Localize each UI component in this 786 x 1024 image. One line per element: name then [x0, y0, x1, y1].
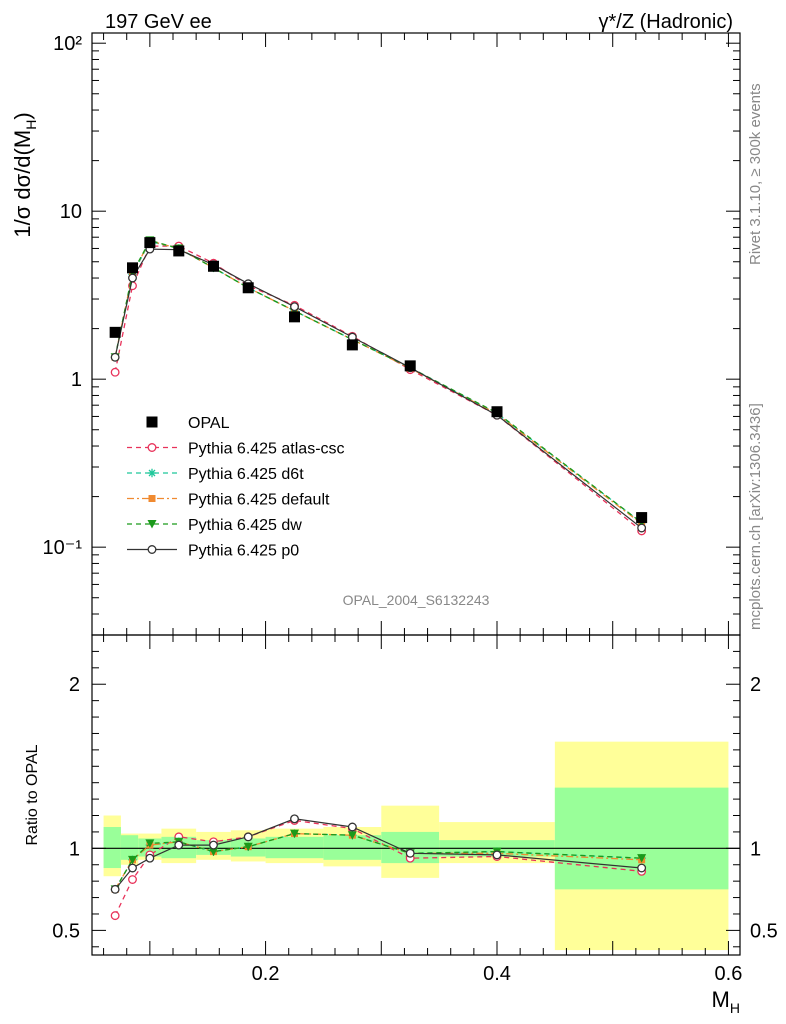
ratio-point-p0 [347, 822, 357, 832]
legend-marker-dw [147, 520, 157, 529]
analysis-id-label: OPAL_2004_S6132243 [343, 592, 490, 608]
legend-marker-d6t [147, 468, 157, 478]
legend-item-default: Pythia 6.425 default [127, 492, 330, 509]
series-line-atlas_csc [114, 245, 643, 532]
ratio-point-p0 [128, 863, 137, 873]
data-point-p0 [637, 523, 647, 533]
series-dw [110, 236, 647, 528]
ratio-point-dw [347, 831, 357, 840]
ratio-point-dw [243, 842, 253, 852]
ratio-point-p0 [209, 840, 218, 850]
mcplots-label: mcplots.cern.ch [arXiv:1306.3436] [747, 403, 764, 630]
data-point-OPAL [289, 311, 300, 323]
data-point-OPAL [346, 339, 358, 351]
ratio-y-tick-label: 0.5 [52, 920, 80, 942]
x-axis-label: MH [712, 987, 740, 1016]
ratio-point-dw [128, 855, 137, 865]
ratio-point-p0 [492, 850, 502, 860]
legend-marker-p0 [147, 545, 157, 554]
x-tick-label: 0.2 [252, 963, 280, 985]
ratio-point-p0 [243, 832, 253, 842]
data-point-OPAL [208, 260, 219, 272]
series-p0 [110, 244, 647, 533]
ratio-point-dw [637, 854, 647, 863]
legend-label: Pythia 6.425 default [188, 492, 330, 509]
series-line-p0 [114, 248, 642, 529]
ratio-y-tick-label-right: 2 [750, 674, 761, 696]
y-tick-label: 1 [71, 369, 82, 391]
rivet-version-label: Rivet 3.1.10, ≥ 300k events [747, 83, 764, 265]
y-tick-label: 10² [53, 33, 82, 55]
legend-item-dw: Pythia 6.425 dw [127, 517, 302, 534]
ratio-point-p0 [405, 848, 415, 858]
x-tick-label: 0.4 [483, 963, 511, 985]
x-tick-label: 0.6 [715, 963, 743, 985]
ratio-point-dw [209, 847, 218, 857]
main-y-axis-label: 1/σ dσ/d(MH) [10, 112, 39, 237]
ratio-line-default [114, 832, 642, 890]
ratio-point-p0 [145, 853, 155, 863]
data-point-p0 [128, 273, 137, 283]
ratio-panel: 0.5 0.5 1 1 2 2 0.2 0.4 0.6 Ratio to OPAL MH [24, 634, 778, 1016]
ratio-series-p0 [110, 814, 647, 894]
ratio-point-p0 [174, 840, 184, 850]
data-point-OPAL [636, 512, 648, 524]
ratio-y-tick-label-right: 0.5 [750, 920, 778, 942]
legend-marker-default [148, 495, 156, 502]
legend-item-OPAL: OPAL [146, 415, 230, 432]
y-tick-label: 10 [60, 201, 82, 223]
legend-item-atlas_csc: Pythia 6.425 atlas-csc [127, 441, 345, 458]
legend-label: Pythia 6.425 p0 [188, 543, 299, 560]
ratio-point-atlas_csc [128, 875, 137, 884]
data-point-p0 [110, 352, 120, 362]
legend-item-p0: Pythia 6.425 p0 [127, 543, 299, 560]
ratio-point-dw [290, 829, 299, 839]
data-point-OPAL [404, 360, 416, 372]
ratio-point-p0 [637, 863, 647, 873]
series-default [111, 237, 646, 528]
uncertainty-band-inner [265, 836, 324, 859]
uncertainty-band-inner [120, 835, 139, 860]
data-point-p0 [290, 302, 299, 312]
data-point-OPAL [144, 237, 156, 249]
data-point-OPAL [242, 282, 254, 294]
legend-label: OPAL [188, 415, 230, 432]
data-point-OPAL [491, 406, 503, 418]
ratio-point-dw [145, 839, 155, 848]
uncertainty-band-inner [103, 827, 121, 869]
data-point-OPAL [173, 245, 185, 257]
main-panel: 10⁻¹ 1 10 10² OPAL_2004_S6132243 1/σ dσ/d(M… [10, 32, 741, 636]
ratio-frame [91, 634, 741, 956]
data-point-OPAL [109, 326, 121, 338]
series-line-dw [114, 239, 642, 524]
ratio-y-axis-label: Ratio to OPAL [24, 744, 41, 845]
ratio-y-tick-label: 2 [69, 674, 80, 696]
data-point-OPAL [127, 262, 138, 274]
header-energy-label: 197 GeV ee [105, 11, 212, 33]
ratio-y-tick-label-right: 1 [750, 838, 761, 860]
y-tick-label: 10⁻¹ [43, 537, 83, 559]
data-point-atlas_csc [110, 367, 120, 377]
ratio-line-dw [114, 832, 642, 890]
ratio-point-atlas_csc [110, 911, 120, 921]
legend-label: Pythia 6.425 d6t [188, 466, 304, 483]
ratio-y-tick-label: 1 [69, 838, 80, 860]
ratio-point-p0 [290, 814, 299, 824]
legend: OPAL Pythia 6.425 atlas-csc Pythia 6.425 d… [127, 415, 345, 560]
legend-item-d6t: Pythia 6.425 d6t [127, 466, 304, 483]
legend-marker-atlas_csc [147, 443, 157, 452]
header-process-label: γ*/Z (Hadronic) [599, 11, 733, 33]
series-d6t [110, 237, 646, 527]
ratio-point-p0 [110, 884, 120, 894]
series-OPAL [109, 237, 648, 524]
legend-label: Pythia 6.425 atlas-csc [188, 441, 345, 458]
legend-label: Pythia 6.425 dw [188, 517, 302, 534]
legend-marker-OPAL [146, 416, 158, 428]
